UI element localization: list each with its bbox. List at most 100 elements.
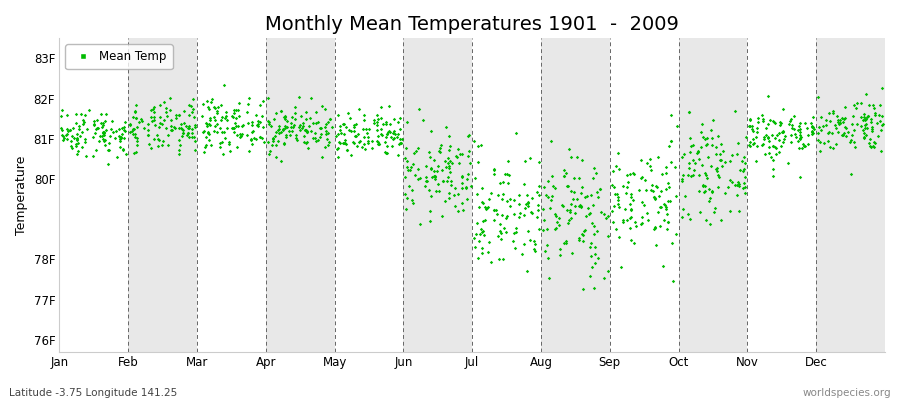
Point <box>427 157 441 163</box>
Point <box>69 120 84 126</box>
Point <box>423 218 437 224</box>
Point <box>471 255 485 261</box>
Point <box>294 112 309 119</box>
Point <box>320 136 334 142</box>
Point <box>858 116 872 122</box>
Bar <box>197 38 266 352</box>
Point <box>859 132 873 139</box>
Point <box>500 212 514 219</box>
Point <box>346 139 360 146</box>
Point <box>649 183 663 189</box>
Point <box>743 116 758 122</box>
Point <box>130 138 145 144</box>
Point <box>662 218 676 225</box>
Point <box>400 164 415 170</box>
Point <box>805 124 819 130</box>
Point <box>668 164 682 170</box>
Point <box>182 112 196 118</box>
Point <box>821 138 835 144</box>
Point <box>623 224 637 231</box>
Point <box>831 118 845 125</box>
Point <box>141 131 156 138</box>
Point <box>147 108 161 115</box>
Point <box>229 106 243 113</box>
Point <box>479 206 493 212</box>
Point <box>627 240 642 246</box>
Point <box>873 118 887 125</box>
Point <box>302 122 316 129</box>
Point <box>643 162 657 169</box>
Point <box>647 226 662 232</box>
Point <box>664 159 679 165</box>
Point <box>210 129 224 136</box>
Point <box>230 123 245 129</box>
Point <box>452 160 466 166</box>
Point <box>756 141 770 147</box>
Point <box>772 130 787 136</box>
Point <box>568 203 582 209</box>
Point <box>277 114 292 120</box>
Point <box>470 191 484 197</box>
Point <box>662 184 676 190</box>
Point <box>436 178 451 184</box>
Point <box>332 139 347 145</box>
Point <box>164 117 178 123</box>
Point <box>323 116 338 122</box>
Point <box>773 119 788 126</box>
Point <box>407 150 421 156</box>
Point <box>186 95 201 102</box>
Point <box>212 125 227 131</box>
Point <box>277 139 292 146</box>
Point <box>817 140 832 146</box>
Point <box>406 161 420 168</box>
Point <box>172 125 186 131</box>
Point <box>157 98 171 105</box>
Point <box>76 118 91 125</box>
Point <box>721 184 735 191</box>
Point <box>792 120 806 127</box>
Point <box>646 188 661 194</box>
Point <box>500 215 514 221</box>
Point <box>659 186 673 192</box>
Point <box>357 134 372 141</box>
Point <box>351 130 365 137</box>
Point <box>794 134 808 140</box>
Point <box>70 148 85 154</box>
Point <box>343 115 357 121</box>
Point <box>203 115 218 122</box>
Point <box>478 204 492 211</box>
Point <box>776 128 790 135</box>
Point <box>859 116 873 122</box>
Point <box>148 122 162 128</box>
Point <box>648 224 662 231</box>
Point <box>130 124 145 130</box>
Point <box>427 168 441 174</box>
Point <box>502 196 517 202</box>
Point <box>858 124 872 131</box>
Point <box>766 156 780 163</box>
Point <box>473 141 488 148</box>
Point <box>262 151 276 157</box>
Point <box>652 204 667 210</box>
Point <box>509 130 524 136</box>
Point <box>839 125 853 132</box>
Point <box>310 119 325 126</box>
Point <box>379 118 393 125</box>
Point <box>491 211 505 217</box>
Point <box>182 133 196 140</box>
Point <box>492 180 507 187</box>
Point <box>334 130 348 136</box>
Point <box>742 122 757 129</box>
Point <box>568 210 582 216</box>
Point <box>264 123 278 130</box>
Point <box>500 180 515 186</box>
Point <box>725 178 740 185</box>
Point <box>482 196 497 202</box>
Point <box>824 118 838 124</box>
Point <box>451 146 465 152</box>
Point <box>381 131 395 137</box>
Point <box>68 142 83 149</box>
Point <box>387 128 401 134</box>
Point <box>577 228 591 234</box>
Point <box>175 132 189 139</box>
